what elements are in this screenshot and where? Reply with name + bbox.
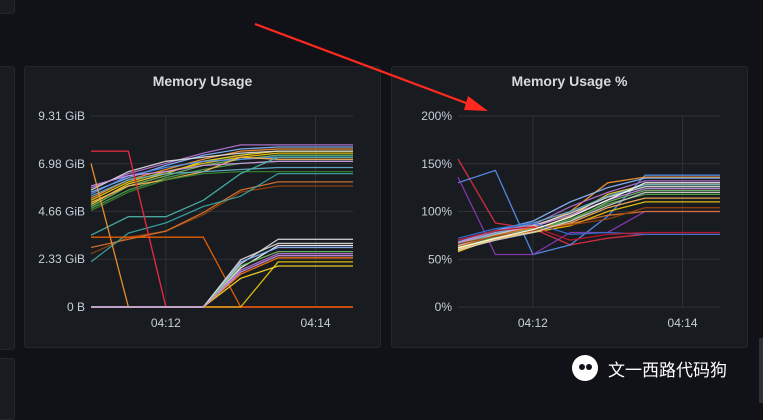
series-line[interactable] bbox=[90, 170, 353, 212]
series-line[interactable] bbox=[91, 246, 353, 308]
series-line[interactable] bbox=[90, 144, 353, 189]
series-line[interactable] bbox=[91, 236, 353, 308]
y-tick-label: 6.98 GiB bbox=[38, 157, 85, 171]
series-line[interactable] bbox=[457, 191, 720, 251]
wechat-icon bbox=[572, 355, 598, 381]
neighbor-panel-left-bottom bbox=[0, 358, 15, 420]
x-tick-label: 04:12 bbox=[518, 316, 548, 330]
series-line[interactable] bbox=[90, 172, 353, 263]
series-line[interactable] bbox=[90, 150, 353, 191]
panel-title[interactable]: Memory Usage bbox=[152, 73, 253, 89]
y-tick-label: 100% bbox=[421, 205, 452, 219]
y-tick-label: 2.33 GiB bbox=[38, 252, 85, 266]
y-tick-label: 0 B bbox=[67, 300, 85, 314]
series-line[interactable] bbox=[457, 226, 720, 241]
x-tick-label: 04:14 bbox=[301, 316, 331, 330]
series-line[interactable] bbox=[91, 242, 353, 308]
watermark-text: 文一西路代码狗 bbox=[608, 360, 727, 381]
series-line[interactable] bbox=[457, 182, 720, 249]
series-line[interactable] bbox=[457, 184, 720, 246]
series-line[interactable] bbox=[457, 207, 720, 245]
series-line[interactable] bbox=[90, 185, 353, 255]
series-line[interactable] bbox=[457, 197, 720, 252]
series-line[interactable] bbox=[457, 210, 720, 248]
series-line[interactable] bbox=[457, 177, 720, 243]
series-line[interactable] bbox=[457, 169, 720, 256]
series-line[interactable] bbox=[91, 255, 353, 308]
memory-usage-percent-chart: 0% 50% 100% 150% 200% 04:12 04:14 bbox=[421, 109, 720, 330]
y-tick-label: 0% bbox=[435, 300, 453, 314]
watermark: 文一西路代码狗 bbox=[572, 355, 727, 381]
series-line[interactable] bbox=[91, 244, 353, 308]
y-tick-label: 4.66 GiB bbox=[38, 204, 85, 218]
memory-usage-panel[interactable]: Memory Usage 0 B 2.33 GiB 4.66 GiB 6.98 GiB… bbox=[24, 66, 381, 348]
y-tick-label: 150% bbox=[421, 157, 452, 171]
series-line[interactable] bbox=[457, 186, 720, 247]
series-line[interactable] bbox=[457, 222, 720, 239]
neighbor-panel-left bbox=[0, 66, 15, 350]
series-line[interactable] bbox=[90, 154, 353, 208]
y-tick-label: 50% bbox=[428, 252, 452, 266]
neighbor-panel-top-left bbox=[0, 0, 15, 14]
x-tick-label: 04:14 bbox=[668, 316, 698, 330]
page-scrollbar[interactable] bbox=[759, 338, 763, 403]
y-tick-label: 200% bbox=[421, 109, 452, 123]
memory-usage-percent-panel[interactable]: Memory Usage % 0% 50% 100% 150% 200% 04:12 04:… bbox=[391, 66, 748, 348]
series-line[interactable] bbox=[90, 156, 353, 236]
memory-usage-chart: 0 B 2.33 GiB 4.66 GiB 6.98 GiB 9.31 GiB 04:12… bbox=[38, 109, 353, 330]
y-tick-label: 9.31 GiB bbox=[38, 109, 85, 123]
series-line[interactable] bbox=[91, 250, 353, 308]
panel-title[interactable]: Memory Usage % bbox=[511, 73, 628, 89]
x-tick-label: 04:12 bbox=[151, 316, 181, 330]
